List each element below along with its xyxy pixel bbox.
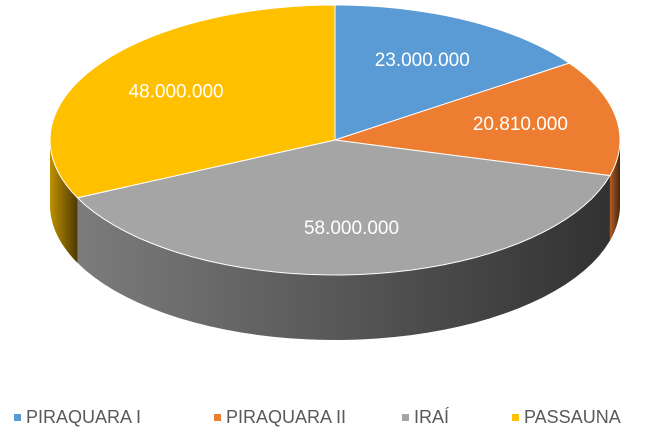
- legend: PIRAQUARA I PIRAQUARA II IRAÍ PASSAUNA: [14, 407, 621, 427]
- legend-label: PIRAQUARA II: [226, 407, 346, 427]
- data-label: 23.000.000: [375, 50, 470, 71]
- pie-tops: [49, 4, 621, 276]
- slice: [334, 4, 571, 141]
- data-label: 48.000.000: [129, 81, 224, 102]
- legend-label: IRAÍ: [414, 407, 449, 427]
- data-label: 58.000.000: [304, 218, 399, 239]
- pie-sides: [50, 140, 620, 340]
- slice-side-shade: [609, 140, 620, 241]
- legend-swatch: [402, 414, 409, 421]
- legend-swatch: [14, 414, 21, 421]
- slice-side-shade: [77, 175, 610, 340]
- data-labels: 23.000.000 20.810.000 58.000.000 48.000.000: [129, 50, 568, 239]
- slice: [76, 139, 611, 276]
- legend-swatch: [214, 414, 221, 421]
- data-label: 20.810.000: [473, 114, 568, 135]
- legend-label: PIRAQUARA I: [26, 407, 141, 427]
- slice-side-shade: [50, 140, 78, 263]
- slice: [334, 62, 621, 177]
- legend-label: PASSAUNA: [524, 407, 621, 427]
- legend-swatch: [512, 414, 519, 421]
- slice: [49, 4, 336, 199]
